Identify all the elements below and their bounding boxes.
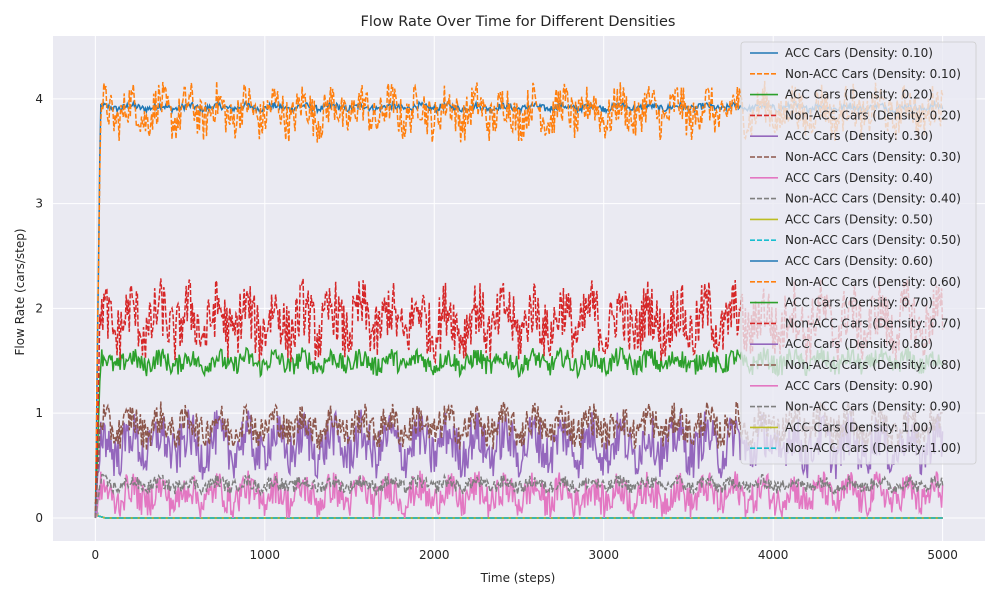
y-tick-label: 3: [35, 197, 43, 211]
y-tick-label: 1: [35, 406, 43, 420]
series-line: [94, 502, 943, 519]
x-tick-label: 3000: [588, 548, 619, 562]
legend-entry: Non-ACC Cars (Density: 1.00): [785, 441, 961, 455]
legend-entry: Non-ACC Cars (Density: 0.80): [785, 358, 961, 372]
legend-entry: Non-ACC Cars (Density: 0.70): [785, 316, 961, 330]
x-tick-label: 4000: [758, 548, 789, 562]
legend-entry: ACC Cars (Density: 0.40): [785, 171, 933, 185]
legend: ACC Cars (Density: 0.10) Non-ACC Cars (De…: [740, 41, 977, 465]
x-tick-label: 1000: [250, 548, 281, 562]
legend-entry: ACC Cars (Density: 0.60): [785, 254, 933, 268]
legend-entry: ACC Cars (Density: 0.80): [785, 337, 933, 351]
y-tick-label: 0: [35, 511, 43, 525]
y-axis-label: Flow Rate (cars/step): [13, 228, 27, 355]
legend-entry: Non-ACC Cars (Density: 0.10): [785, 67, 961, 81]
legend-entry: Non-ACC Cars (Density: 0.20): [785, 108, 961, 122]
y-tick-label: 4: [35, 92, 43, 106]
tick-labels: 0 1000 2000 3000 4000 5000 0 1 2 3 4: [35, 92, 958, 562]
legend-entry: ACC Cars (Density: 1.00): [785, 420, 933, 434]
legend-entry: ACC Cars (Density: 0.70): [785, 296, 933, 310]
chart-title: Flow Rate Over Time for Different Densit…: [361, 14, 676, 30]
legend-entry: Non-ACC Cars (Density: 0.90): [785, 400, 961, 414]
legend-entry: ACC Cars (Density: 0.20): [785, 88, 933, 102]
legend-box: [740, 41, 977, 465]
legend-entry: ACC Cars (Density: 0.30): [785, 129, 933, 143]
series-line: [94, 472, 944, 519]
legend-entry: ACC Cars (Density: 0.50): [785, 212, 933, 226]
legend-entry: Non-ACC Cars (Density: 0.30): [785, 150, 961, 164]
x-tick-label: 0: [92, 548, 100, 562]
y-tick-label: 2: [35, 301, 43, 315]
legend-entry: Non-ACC Cars (Density: 0.60): [785, 275, 961, 289]
x-tick-label: 5000: [927, 548, 958, 562]
legend-entry: ACC Cars (Density: 0.10): [785, 46, 933, 60]
x-axis-label: Time (steps): [480, 571, 556, 585]
legend-entry: Non-ACC Cars (Density: 0.40): [785, 192, 961, 206]
legend-entry: ACC Cars (Density: 0.90): [785, 379, 933, 393]
legend-entry: Non-ACC Cars (Density: 0.50): [785, 233, 961, 247]
x-tick-label: 2000: [419, 548, 450, 562]
